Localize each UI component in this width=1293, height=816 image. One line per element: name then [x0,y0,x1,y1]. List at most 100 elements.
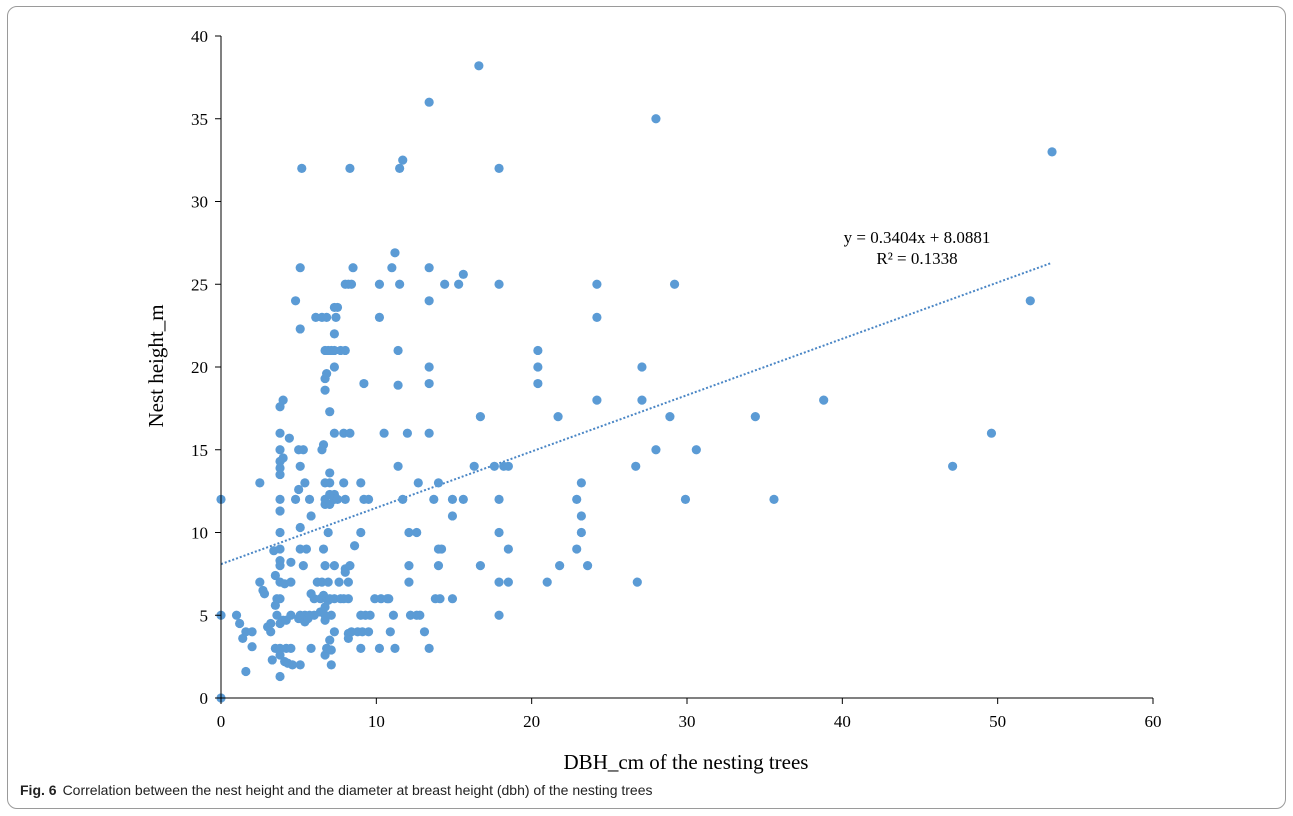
y-tick-label: 20 [191,358,208,377]
data-point [363,627,374,637]
x-tick-label: 60 [1145,712,1162,731]
data-point [404,527,414,538]
data-point [669,279,680,289]
data-point [447,594,458,604]
data-point [533,362,543,372]
data-point [275,494,285,504]
data-point [325,468,335,478]
y-tick-label: 15 [191,441,208,460]
data-point [300,478,310,488]
y-tick-label: 30 [191,193,208,212]
data-point [665,412,675,422]
data-point [576,478,586,488]
data-point [329,627,339,637]
data-point [374,312,385,322]
data-point [469,461,479,471]
data-point [819,395,829,405]
data-point [404,577,414,587]
data-point [270,570,280,581]
data-point [494,163,504,173]
data-point [503,461,513,471]
data-point [295,324,305,334]
x-axis-title: DBH_cm of the nesting trees [564,750,809,774]
data-point [412,527,422,538]
x-tick-label: 0 [217,712,226,731]
data-point [402,428,412,438]
data-point [424,362,434,372]
data-point [266,618,276,629]
data-point [637,395,647,405]
data-point [440,279,450,289]
data-point [349,541,360,551]
data-point [433,478,444,488]
data-point [275,594,285,604]
data-point [356,643,366,653]
y-axis-title: Nest height_m [144,304,168,427]
data-point [359,378,369,389]
data-point [1047,147,1057,157]
data-point [424,263,434,273]
y-axis-ticks: 0 5 10 15 20 25 30 35 40 [191,27,221,708]
data-point [318,544,329,554]
data-point [637,362,647,372]
data-point [343,577,353,587]
data-point [424,296,434,306]
data-point [345,428,355,438]
data-point [533,345,543,356]
data-point [255,577,265,587]
data-point [395,279,405,289]
data-point [750,412,760,422]
data-point [424,97,434,107]
data-point [322,369,332,379]
data-point [323,577,333,587]
data-point [424,643,434,653]
x-tick-label: 10 [368,712,385,731]
data-point [419,627,430,637]
data-point [290,296,301,306]
data-point [651,114,661,124]
data-point [267,655,277,665]
data-point [259,589,270,599]
y-tick-label: 5 [200,606,209,625]
data-point [424,428,434,438]
data-point [415,610,425,620]
data-point [275,561,285,571]
data-point [356,527,366,538]
data-point [494,279,504,289]
data-point [393,380,403,390]
data-point [424,378,434,389]
data-point [329,561,339,571]
data-point [326,645,336,655]
trendline-equation: y = 0.3404x + 8.0881 [844,228,991,247]
data-points [216,61,1057,703]
data-point [631,461,641,471]
figure-caption-text: Correlation between the nest height and … [62,782,653,798]
data-point [555,561,565,571]
data-point [275,650,285,660]
data-point [458,269,468,279]
figure-frame [7,6,1286,809]
x-tick-label: 20 [523,712,540,731]
data-point [329,428,339,438]
trendline [220,261,1053,566]
data-point [275,445,285,455]
y-tick-label: 40 [191,27,208,46]
x-tick-label: 40 [834,712,851,731]
data-point [290,494,301,504]
data-point [323,527,333,538]
data-point [301,544,312,554]
data-point [231,610,242,620]
data-point [295,461,305,471]
data-point [322,312,332,322]
data-point [275,527,285,538]
data-point [1025,296,1035,306]
data-point [304,494,315,504]
x-tick-label: 50 [989,712,1006,731]
data-point [363,494,374,504]
data-point [454,279,464,289]
data-point [275,469,285,480]
data-point [294,484,304,495]
data-point [458,494,468,504]
data-point [247,627,257,637]
data-point [387,263,397,273]
